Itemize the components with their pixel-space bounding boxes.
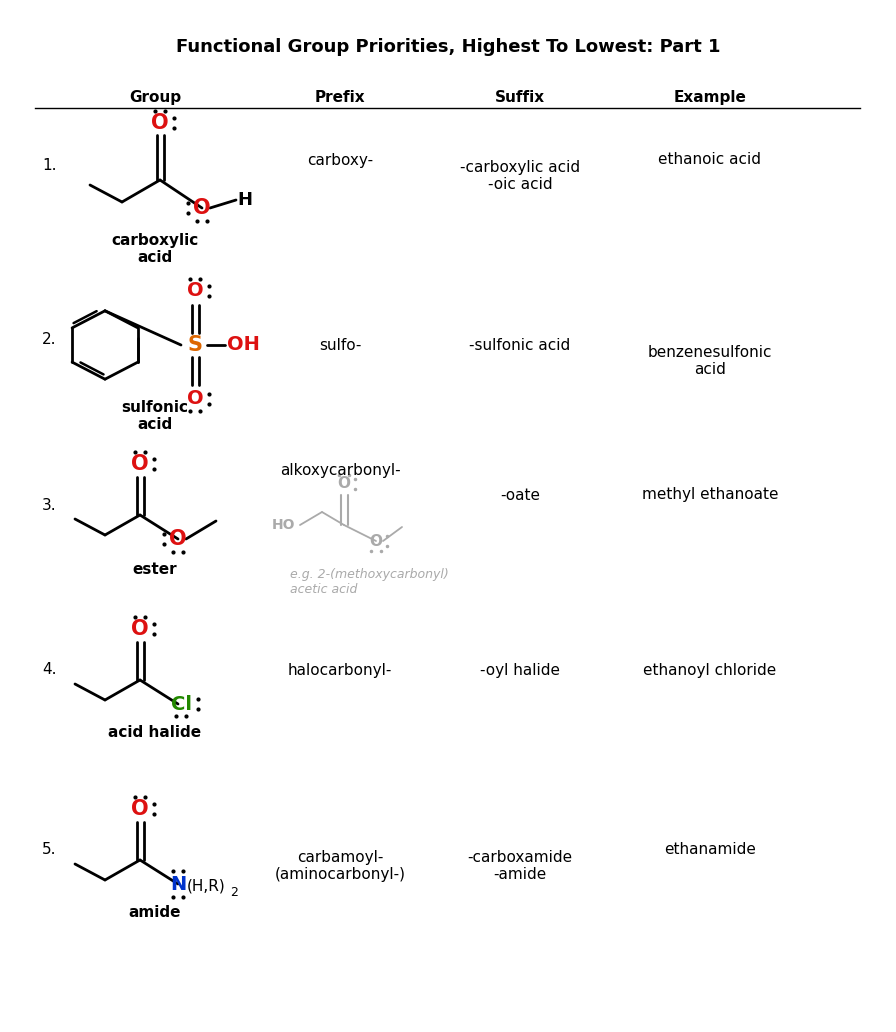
Text: O: O: [186, 389, 203, 409]
Text: Example: Example: [674, 90, 746, 105]
Text: alkoxycarbonyl-: alkoxycarbonyl-: [280, 462, 401, 478]
Text: -oate: -oate: [500, 487, 540, 503]
Text: 5.: 5.: [42, 842, 56, 858]
Text: sulfo-: sulfo-: [319, 337, 361, 353]
Text: 3.: 3.: [42, 497, 56, 513]
Text: ethanamide: ethanamide: [664, 842, 756, 858]
Text: O: O: [194, 198, 211, 218]
Text: e.g. 2-(methoxycarbonyl)
acetic acid: e.g. 2-(methoxycarbonyl) acetic acid: [290, 568, 449, 596]
Text: Suffix: Suffix: [495, 90, 545, 105]
Text: Cl: Cl: [170, 695, 192, 713]
Text: (H,R): (H,R): [187, 878, 226, 894]
Text: carboxy-: carboxy-: [307, 153, 373, 167]
Text: HO: HO: [271, 518, 295, 533]
Text: sulfonic
acid: sulfonic acid: [122, 400, 188, 432]
Text: N: N: [170, 874, 186, 894]
Text: amide: amide: [129, 905, 181, 920]
Text: methyl ethanoate: methyl ethanoate: [642, 487, 779, 503]
Text: carbamoyl-
(aminocarbonyl-): carbamoyl- (aminocarbonyl-): [274, 850, 406, 882]
Text: acid halide: acid halide: [108, 725, 202, 740]
Text: 1.: 1.: [42, 158, 56, 172]
Text: Functional Group Priorities, Highest To Lowest: Part 1: Functional Group Priorities, Highest To …: [176, 38, 720, 56]
Text: O: O: [131, 454, 149, 474]
Text: carboxylic
acid: carboxylic acid: [111, 233, 199, 265]
Text: H: H: [237, 191, 253, 209]
Text: O: O: [338, 477, 350, 491]
Text: O: O: [131, 799, 149, 819]
Text: O: O: [186, 282, 203, 300]
Text: -oyl halide: -oyl halide: [480, 663, 560, 677]
Text: Prefix: Prefix: [314, 90, 366, 105]
Text: O: O: [151, 112, 168, 133]
Text: 4.: 4.: [42, 663, 56, 677]
Text: S: S: [187, 335, 202, 355]
Text: benzenesulfonic
acid: benzenesulfonic acid: [648, 345, 772, 378]
Text: ester: ester: [133, 562, 177, 577]
Text: ethanoic acid: ethanoic acid: [659, 153, 762, 167]
Text: 2: 2: [230, 886, 237, 900]
Text: O: O: [131, 619, 149, 639]
Text: O: O: [169, 529, 186, 549]
Text: OH: OH: [227, 335, 260, 355]
Text: 2.: 2.: [42, 332, 56, 348]
Text: ethanoyl chloride: ethanoyl chloride: [643, 663, 777, 677]
Text: -carboxylic acid
-oic acid: -carboxylic acid -oic acid: [460, 160, 580, 192]
Text: O: O: [369, 534, 383, 548]
Text: Group: Group: [129, 90, 181, 105]
Text: halocarbonyl-: halocarbonyl-: [288, 663, 392, 677]
Text: -carboxamide
-amide: -carboxamide -amide: [468, 850, 573, 882]
Text: -sulfonic acid: -sulfonic acid: [470, 337, 571, 353]
